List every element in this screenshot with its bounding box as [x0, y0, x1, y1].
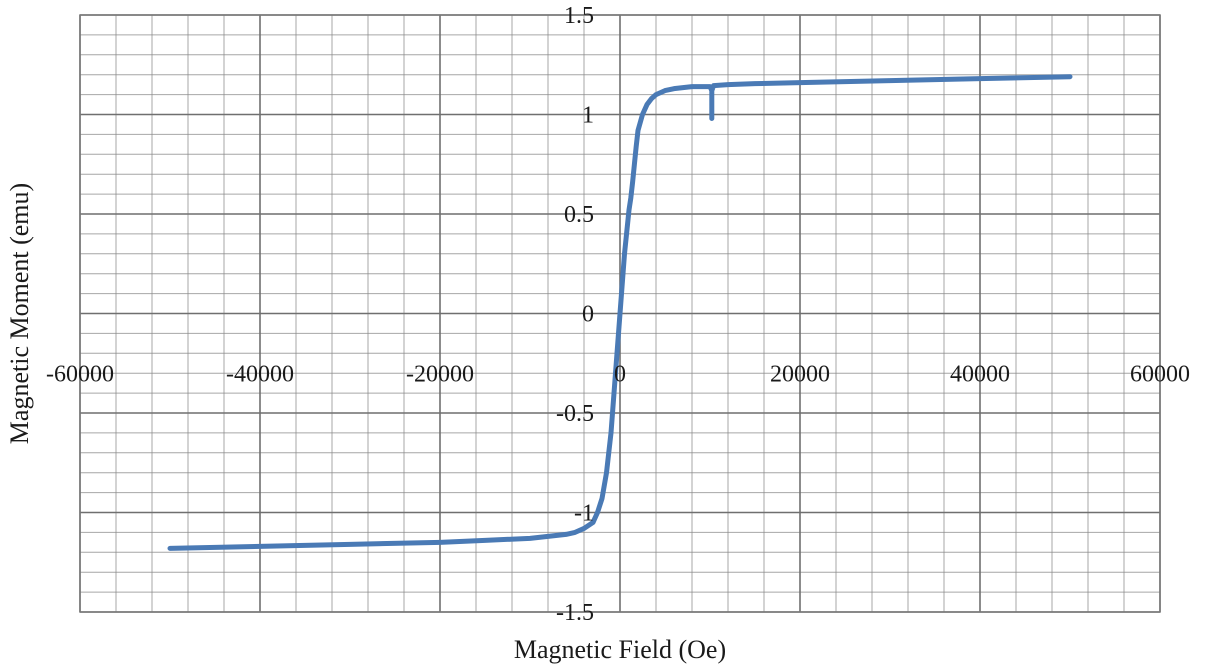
x-tick-label: 60000	[1130, 362, 1190, 388]
y-tick-label: 0.5	[564, 202, 594, 228]
y-tick-label: -1	[574, 501, 594, 527]
y-tick-label: 0	[582, 302, 594, 328]
y-tick-label: -1.5	[556, 600, 594, 626]
x-tick-label: -20000	[406, 362, 474, 388]
y-tick-label: 1.5	[564, 3, 594, 29]
x-axis-tick-labels: -60000 -40000 -20000 0 20000 40000 60000	[46, 362, 1190, 388]
y-tick-label: 1	[582, 103, 594, 129]
data-series	[167, 74, 1073, 551]
x-tick-label: 40000	[950, 362, 1010, 388]
y-axis-tick-labels: -1.5 -1 -0.5 0 0.5 1 1.5	[556, 3, 594, 626]
magnetization-curve	[167, 74, 1073, 551]
x-axis-title: Magnetic Field (Oe)	[514, 635, 726, 664]
y-tick-label: -0.5	[556, 401, 594, 427]
x-tick-label: 0	[614, 362, 626, 388]
plot-area-border	[79, 14, 1161, 613]
x-tick-label: 20000	[770, 362, 830, 388]
x-tick-label: -40000	[226, 362, 294, 388]
x-tick-label: -60000	[46, 362, 114, 388]
y-axis-title: Magnetic Moment (emu)	[5, 183, 34, 444]
